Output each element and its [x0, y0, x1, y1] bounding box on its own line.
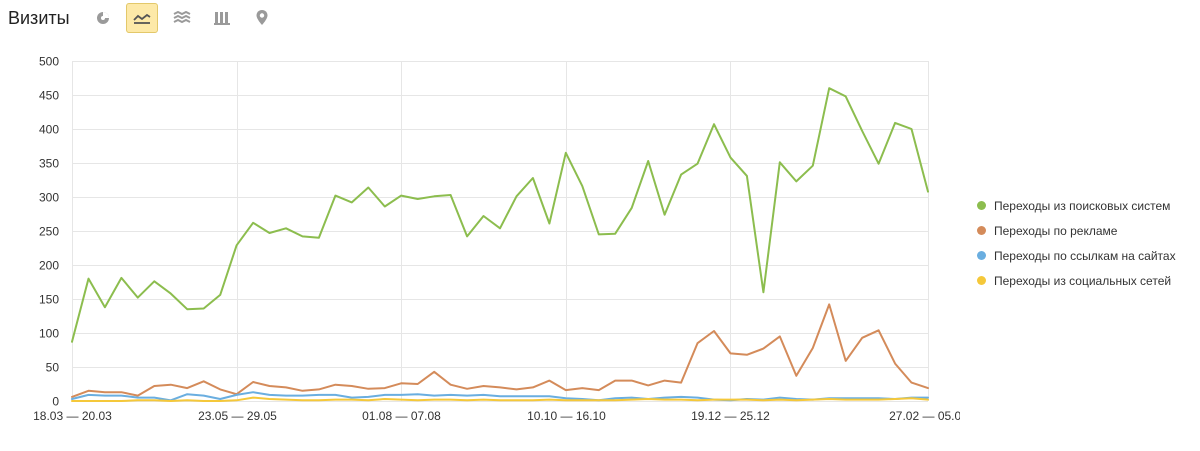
- line-chart-button[interactable]: [126, 3, 158, 33]
- x-tick-label: 01.08 — 07.08: [362, 409, 441, 423]
- y-tick-label: 200: [39, 259, 59, 273]
- y-tick-label: 150: [39, 293, 59, 307]
- legend-label-social: Переходы из социальных сетей: [994, 273, 1172, 288]
- y-tick-label: 100: [39, 327, 59, 341]
- pie-chart-icon: [95, 10, 111, 26]
- legend-label-ads: Переходы по рекламе: [994, 223, 1118, 238]
- line-chart-icon: [133, 11, 151, 25]
- y-tick-label: 350: [39, 157, 59, 171]
- legend-item-links[interactable]: Переходы по ссылкам на сайтах: [977, 243, 1176, 268]
- y-tick-label: 500: [39, 55, 59, 69]
- legend-marker-search: [977, 201, 986, 210]
- bar-chart-icon: [213, 10, 231, 26]
- x-tick-label: 19.12 — 25.12: [691, 409, 770, 423]
- x-tick-label: 18.03 — 20.03: [33, 409, 112, 423]
- y-tick-label: 400: [39, 123, 59, 137]
- series-line-links: [71, 391, 929, 402]
- legend-item-ads[interactable]: Переходы по рекламе: [977, 218, 1176, 243]
- y-tick-label: 50: [46, 361, 60, 375]
- legend-marker-links: [977, 251, 986, 260]
- x-tick-label: 27.02 — 05.03: [889, 409, 960, 423]
- series-line-social: [71, 396, 929, 402]
- area-chart-button[interactable]: [166, 3, 198, 33]
- page-title: Визиты: [8, 8, 70, 28]
- y-tick-label: 0: [52, 395, 59, 409]
- legend-item-search[interactable]: Переходы из поисковых систем: [977, 193, 1176, 218]
- legend-label-search: Переходы из поисковых систем: [994, 198, 1171, 213]
- chart-legend: Переходы из поисковых систем Переходы по…: [977, 193, 1176, 293]
- series-line-search: [71, 87, 929, 343]
- y-tick-label: 250: [39, 225, 59, 239]
- pie-chart-button[interactable]: [87, 3, 119, 33]
- legend-item-social[interactable]: Переходы из социальных сетей: [977, 268, 1176, 293]
- y-tick-label: 450: [39, 89, 59, 103]
- map-pin-icon: [254, 9, 270, 27]
- y-tick-label: 300: [39, 191, 59, 205]
- visits-line-chart: 0 50 100 150 200 250 300 350 400 450 500 18.03 — 20…: [33, 55, 960, 424]
- legend-marker-social: [977, 276, 986, 285]
- x-tick-label: 10.10 — 16.10: [527, 409, 606, 423]
- legend-marker-ads: [977, 226, 986, 235]
- map-button[interactable]: [246, 3, 278, 33]
- x-tick-label: 23.05 — 29.05: [198, 409, 277, 423]
- bar-chart-button[interactable]: [206, 3, 238, 33]
- area-chart-icon: [173, 11, 191, 25]
- legend-label-links: Переходы по ссылкам на сайтах: [994, 248, 1176, 263]
- chart-toolbar: Визиты: [0, 0, 1200, 38]
- series-line-ads: [71, 303, 929, 398]
